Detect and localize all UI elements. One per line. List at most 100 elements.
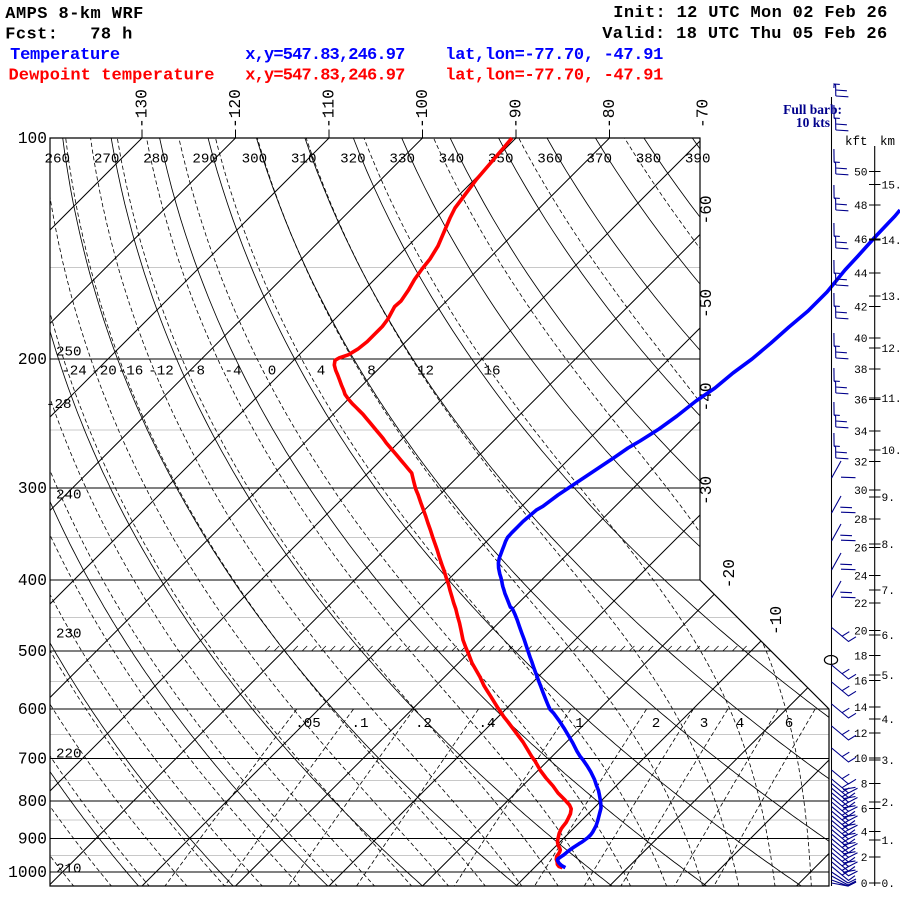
svg-text:8: 8 — [861, 780, 868, 792]
svg-text:390: 390 — [685, 152, 711, 168]
svg-text:340: 340 — [439, 152, 465, 168]
svg-text:48: 48 — [854, 201, 867, 213]
svg-text:1.: 1. — [882, 836, 895, 848]
svg-text:6: 6 — [785, 716, 794, 732]
svg-text:9.: 9. — [882, 493, 895, 505]
svg-text:330: 330 — [389, 152, 415, 168]
svg-text:lat,lon=-77.70, -47.91: lat,lon=-77.70, -47.91 — [445, 67, 663, 86]
svg-text:24: 24 — [854, 572, 868, 584]
svg-text:-10: -10 — [768, 606, 786, 635]
svg-text:34: 34 — [854, 427, 868, 439]
svg-text:12: 12 — [854, 729, 867, 741]
svg-text:220: 220 — [56, 747, 82, 763]
svg-text:4: 4 — [736, 716, 745, 732]
svg-text:AMPS 8-km WRF: AMPS 8-km WRF — [5, 5, 143, 24]
svg-text:Valid: 18 UTC Thu 05 Feb 26: Valid: 18 UTC Thu 05 Feb 26 — [602, 25, 887, 44]
svg-text:-24: -24 — [61, 364, 87, 380]
svg-text:16: 16 — [854, 676, 867, 688]
svg-text:6: 6 — [861, 805, 868, 817]
svg-text:360: 360 — [537, 152, 563, 168]
svg-text:-30: -30 — [698, 476, 716, 505]
svg-text:lat,lon=-77.70, -47.91: lat,lon=-77.70, -47.91 — [445, 46, 663, 65]
svg-text:-90: -90 — [508, 99, 526, 128]
svg-text:350: 350 — [488, 152, 514, 168]
svg-text:3: 3 — [700, 716, 709, 732]
svg-text:-130: -130 — [134, 89, 152, 128]
svg-text:240: 240 — [56, 488, 82, 504]
svg-text:900: 900 — [18, 830, 47, 848]
svg-text:0: 0 — [268, 364, 277, 380]
svg-text:6.: 6. — [882, 631, 895, 643]
svg-text:5.: 5. — [882, 671, 895, 683]
svg-text:1: 1 — [575, 716, 584, 732]
svg-text:42: 42 — [854, 302, 867, 314]
svg-text:-12: -12 — [148, 364, 174, 380]
svg-text:26: 26 — [854, 544, 867, 556]
svg-text:30: 30 — [854, 486, 868, 498]
svg-text:230: 230 — [56, 627, 82, 643]
svg-text:-4: -4 — [224, 364, 241, 380]
svg-text:-16: -16 — [118, 364, 144, 380]
svg-text:-80: -80 — [601, 99, 619, 128]
svg-text:500: 500 — [18, 643, 47, 661]
svg-text:100: 100 — [18, 130, 47, 148]
svg-text:15.: 15. — [882, 181, 900, 193]
svg-text:250: 250 — [56, 345, 82, 361]
svg-text:-20: -20 — [91, 364, 117, 380]
svg-text:-120: -120 — [227, 89, 245, 128]
svg-text:11.: 11. — [882, 394, 900, 406]
svg-text:600: 600 — [18, 701, 47, 719]
svg-text:290: 290 — [192, 152, 218, 168]
svg-text:-70: -70 — [695, 99, 713, 128]
svg-text:300: 300 — [242, 152, 268, 168]
svg-text:8.: 8. — [882, 540, 895, 552]
svg-text:12.: 12. — [882, 344, 900, 356]
svg-text:50: 50 — [854, 167, 868, 179]
svg-text:.05: .05 — [295, 716, 321, 732]
svg-text:.1: .1 — [351, 716, 368, 732]
svg-text:270: 270 — [94, 152, 120, 168]
svg-text:Init: 12 UTC Mon 02 Feb 26: Init: 12 UTC Mon 02 Feb 26 — [613, 4, 887, 23]
svg-text:0: 0 — [861, 879, 868, 891]
svg-text:210: 210 — [56, 862, 82, 878]
svg-text:km: km — [880, 135, 895, 149]
svg-text:10.: 10. — [882, 446, 900, 458]
svg-text:260: 260 — [45, 152, 71, 168]
svg-text:Dewpoint temperature: Dewpoint temperature — [9, 67, 215, 86]
svg-text:36: 36 — [854, 395, 867, 407]
svg-text:8: 8 — [367, 364, 376, 380]
svg-text:.2: .2 — [415, 716, 432, 732]
svg-text:-110: -110 — [321, 89, 339, 128]
svg-text:3.: 3. — [882, 756, 895, 768]
svg-text:10 kts: 10 kts — [796, 115, 830, 130]
svg-text:-8: -8 — [188, 364, 205, 380]
svg-text:40: 40 — [854, 334, 868, 346]
svg-text:x,y=547.83,246.97: x,y=547.83,246.97 — [245, 46, 405, 65]
svg-text:18: 18 — [854, 652, 867, 664]
svg-text:.4: .4 — [478, 716, 495, 732]
svg-text:x,y=547.83,246.97: x,y=547.83,246.97 — [245, 67, 405, 86]
svg-text:310: 310 — [291, 152, 317, 168]
svg-text:-28: -28 — [46, 397, 72, 413]
svg-text:Full barb:: Full barb: — [783, 102, 842, 117]
svg-text:14.: 14. — [882, 236, 900, 248]
svg-text:200: 200 — [18, 351, 47, 369]
svg-text:14: 14 — [854, 703, 868, 715]
svg-text:46: 46 — [854, 235, 867, 247]
svg-text:1000: 1000 — [8, 864, 47, 882]
svg-text:32: 32 — [854, 458, 867, 470]
svg-text:7.: 7. — [882, 586, 895, 598]
svg-text:2: 2 — [861, 853, 868, 865]
svg-text:20: 20 — [854, 627, 868, 639]
svg-text:28: 28 — [854, 515, 867, 527]
svg-text:280: 280 — [143, 152, 169, 168]
svg-text:12: 12 — [417, 364, 434, 380]
svg-text:-60: -60 — [698, 195, 716, 224]
svg-text:-100: -100 — [414, 89, 432, 128]
svg-text:370: 370 — [586, 152, 612, 168]
svg-text:4.: 4. — [882, 715, 895, 727]
svg-text:700: 700 — [18, 750, 47, 768]
svg-text:4: 4 — [861, 828, 868, 840]
svg-text:kft: kft — [845, 135, 868, 149]
svg-text:300: 300 — [18, 480, 47, 498]
